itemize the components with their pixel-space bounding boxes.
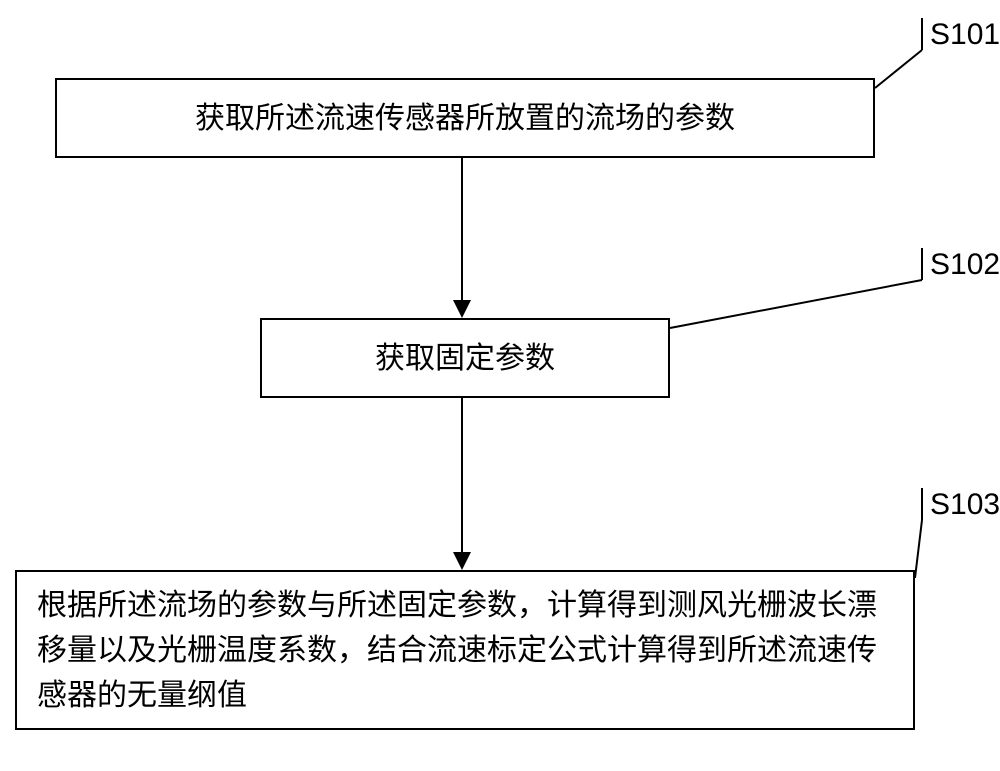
flowchart-canvas: 获取所述流速传感器所放置的流场的参数 获取固定参数 根据所述流场的参数与所述固定… (0, 0, 1000, 771)
label-s103: S103 (930, 488, 1000, 522)
leader-3-svg (0, 0, 1000, 771)
